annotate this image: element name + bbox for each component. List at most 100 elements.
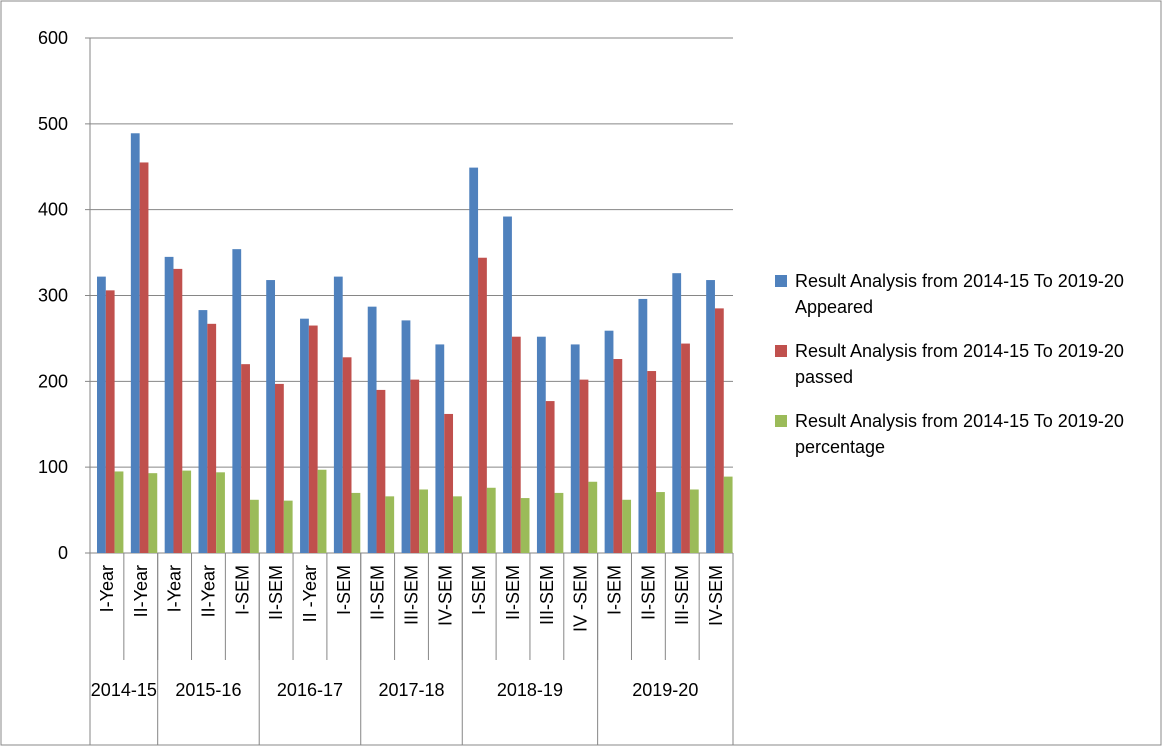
bar [401,320,411,553]
legend-label: Result Analysis from 2014-15 To 2019-20 … [795,341,1124,387]
x-tick-label: I-SEM [334,565,354,615]
bar [97,276,106,553]
x-tick-label: I-SEM [605,565,625,615]
bar [511,336,521,553]
y-tick-label: 0 [58,543,68,563]
bar [419,489,428,553]
bar [613,359,623,553]
bar [342,357,352,553]
legend-item: Result Analysis from 2014-15 To 2019-20 … [775,268,1155,320]
bar [351,492,361,553]
bar [435,344,445,553]
bar [410,379,420,553]
bar [656,492,665,553]
bar [689,489,699,553]
bar [173,268,183,553]
bar [714,308,724,553]
x-tick-label: II -Year [300,565,320,622]
legend-swatch [775,345,787,357]
bar [647,371,657,553]
bar [723,476,733,553]
x-tick-label: I-Year [165,565,185,612]
legend: Result Analysis from 2014-15 To 2019-20 … [775,268,1155,478]
bar [266,280,276,553]
x-tick-label: II-SEM [503,565,523,620]
bar [469,167,479,553]
bar [308,325,318,553]
x-tick-label: IV-SEM [706,565,726,626]
group-label: 2014-15 [90,680,157,700]
bar [545,401,555,553]
x-tick-label: III-SEM [537,565,557,625]
legend-item: Result Analysis from 2014-15 To 2019-20 … [775,338,1155,390]
bar [139,162,149,554]
bar [570,344,580,553]
bar [503,216,512,554]
bar [444,413,454,553]
x-tick-label: I-Year [97,565,117,612]
x-tick-label: II-SEM [266,565,286,620]
bar [478,257,487,553]
x-tick-label: III-SEM [402,565,422,625]
bar [520,498,530,553]
bar [232,249,242,553]
bar [207,323,217,553]
x-tick-label: II-Year [131,565,151,617]
x-tick-label: III-SEM [672,565,692,625]
bar [367,306,377,553]
bar [638,298,648,553]
y-tick-label: 500 [38,114,68,134]
group-label: 2015-16 [175,680,242,700]
bar [579,379,589,553]
x-tick-label: II-Year [198,565,218,617]
bar [241,364,250,553]
bar [300,318,309,553]
bar [453,496,462,553]
bar [486,487,496,553]
bar [554,492,564,553]
bar [198,310,208,553]
legend-item: Result Analysis from 2014-15 To 2019-20 … [775,408,1155,460]
bar [114,471,124,553]
x-tick-label: II-SEM [638,565,658,620]
bar [216,472,225,553]
bar [249,499,259,553]
bar [283,500,293,553]
bar [275,383,284,553]
legend-swatch [775,415,787,427]
y-tick-label: 600 [38,28,68,48]
bar [164,256,174,553]
group-label: 2018-19 [496,680,563,700]
bar [706,280,715,553]
group-label: 2019-20 [632,680,699,700]
y-tick-label: 200 [38,371,68,391]
bar [604,330,614,553]
y-tick-label: 100 [38,457,68,477]
x-tick-label: I-SEM [232,565,252,615]
bar [317,469,327,553]
bar [681,343,690,553]
bar [376,389,386,553]
bar [182,470,192,553]
bar [622,499,632,553]
bar [588,481,598,553]
y-tick-label: 300 [38,286,68,306]
x-tick-label: I-SEM [469,565,489,615]
x-tick-label: IV-SEM [435,565,455,626]
legend-label: Result Analysis from 2014-15 To 2019-20 … [795,411,1124,457]
legend-label: Result Analysis from 2014-15 To 2019-20 … [795,271,1124,317]
bar [105,290,115,553]
bar [130,133,140,553]
bar [333,276,343,553]
x-tick-label: II-SEM [368,565,388,620]
x-tick-label: IV -SEM [571,565,591,632]
legend-swatch [775,275,787,287]
group-label: 2017-18 [378,680,445,700]
y-tick-label: 400 [38,200,68,220]
bar [672,273,682,553]
bar [148,473,158,553]
bar [536,336,546,553]
